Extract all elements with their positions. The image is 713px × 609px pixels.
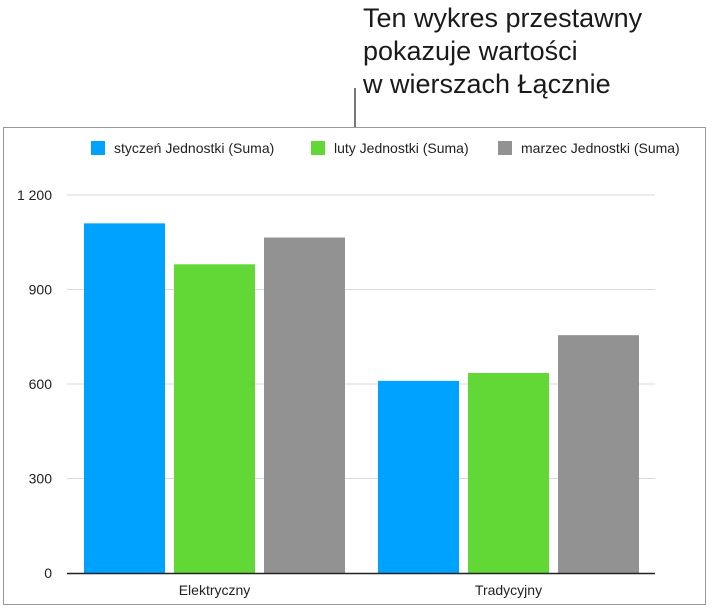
- legend-swatch: [311, 141, 325, 155]
- y-tick-label: 900: [29, 282, 53, 298]
- chart-frame: [3, 127, 706, 605]
- y-tick-label: 0: [44, 565, 52, 581]
- callout-line: Ten wykres przestawny: [363, 3, 643, 33]
- legend-swatch: [91, 141, 105, 155]
- legend-label: luty Jednostki (Suma): [334, 140, 469, 156]
- callout-line: w wierszach Łącznie: [363, 69, 611, 99]
- bar-3: [264, 237, 345, 573]
- bar-1: [84, 223, 165, 573]
- bar-2: [174, 264, 255, 573]
- callout-leader-line: [354, 88, 356, 128]
- legend-label: marzec Jednostki (Suma): [521, 140, 680, 156]
- bar-3: [558, 335, 639, 573]
- bar-2: [468, 372, 549, 573]
- callout-annotation: Ten wykres przestawny pokazuje wartości …: [363, 2, 642, 101]
- bar-1: [378, 380, 459, 573]
- y-tick-label: 1 200: [17, 187, 52, 203]
- x-tick-label: Tradycyjny: [475, 582, 542, 598]
- callout-line: pokazuje wartości: [363, 36, 578, 66]
- y-tick-label: 600: [29, 376, 53, 392]
- x-tick-label: Elektryczny: [179, 582, 251, 598]
- legend-swatch: [498, 141, 512, 155]
- y-tick-label: 300: [29, 471, 53, 487]
- legend-label: styczeń Jednostki (Suma): [114, 140, 274, 156]
